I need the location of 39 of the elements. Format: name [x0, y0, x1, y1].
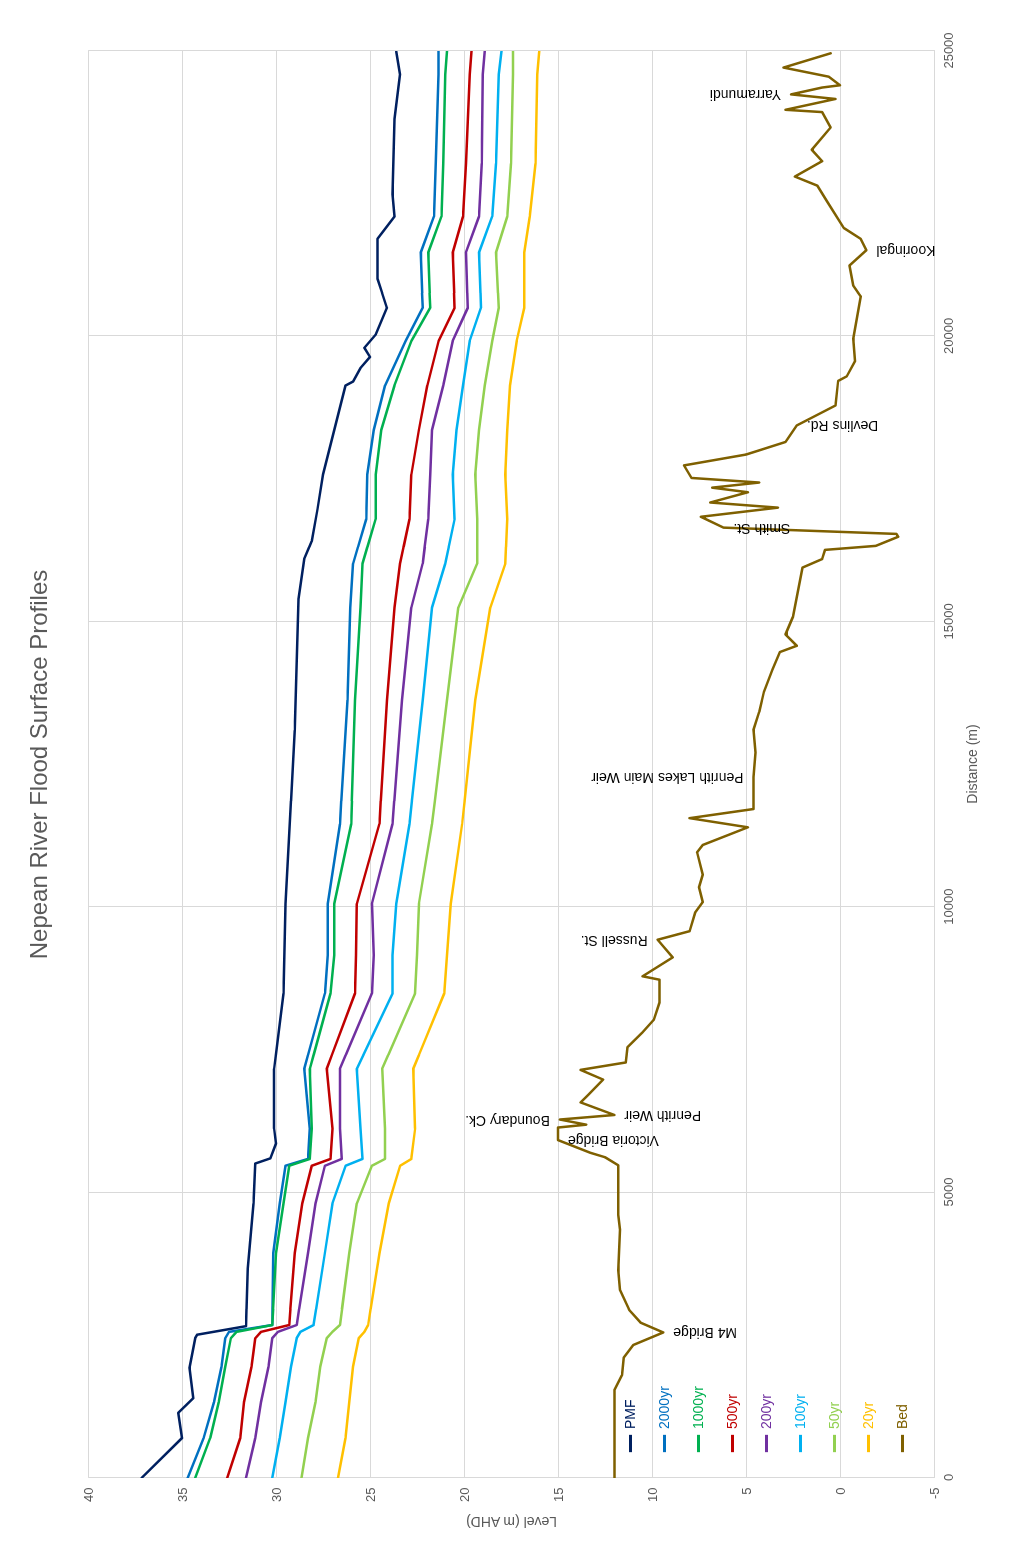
x-tick-label: 30: [268, 1487, 284, 1502]
text: Bed: [893, 1404, 910, 1429]
text: 50yr: [825, 1401, 842, 1429]
x-tick-label: 10: [644, 1487, 660, 1502]
text: 100yr: [791, 1393, 808, 1429]
x-tick-label: 40: [80, 1487, 96, 1502]
annotation: Kooringal: [876, 243, 936, 260]
text: Nepean River Flood Surface Profiles: [25, 569, 52, 960]
annotation: Russell St.: [580, 932, 648, 949]
text: PMF: [621, 1399, 638, 1429]
annotation: Victoria Bridge: [567, 1133, 659, 1150]
x-tick-label: 5: [738, 1487, 754, 1495]
y-tick-label: 20000: [940, 317, 956, 354]
annotation: Penrith Weir: [624, 1107, 702, 1124]
x-axis-title: Level (m AHD): [465, 1513, 558, 1530]
y-tick-label: 15000: [940, 603, 956, 640]
x-tick-label: 20: [456, 1487, 472, 1502]
x-tick-label: 25: [362, 1487, 378, 1502]
annotation: Smith St.: [733, 520, 791, 537]
text: 20yr: [859, 1401, 876, 1429]
text: 500yr: [723, 1393, 740, 1429]
x-tick-label: 15: [550, 1487, 566, 1502]
x-tick-label: 0: [832, 1487, 848, 1495]
y-tick-label: 25000: [940, 32, 956, 69]
annotation: M4 Bridge: [673, 1325, 738, 1342]
text: 1000yr: [689, 1385, 706, 1429]
text: 200yr: [757, 1393, 774, 1429]
annotation: Penrith Lakes Main Weir: [590, 770, 744, 787]
text: 2000yr: [655, 1385, 672, 1429]
y-tick-label: 5000: [940, 1177, 956, 1207]
line-series: [140, 51, 402, 1478]
y-tick-label: 10000: [940, 888, 956, 925]
x-tick-label: 35: [174, 1487, 190, 1502]
annotation: Yarramundi: [709, 87, 782, 104]
annotation: Boundary Ck.: [465, 1112, 550, 1129]
x-tick-label: -5: [926, 1487, 942, 1500]
annotation: Devlins Rd.: [806, 418, 879, 435]
y-tick-label: 0: [940, 1473, 956, 1482]
y-axis-title: Distance (m): [963, 724, 980, 804]
